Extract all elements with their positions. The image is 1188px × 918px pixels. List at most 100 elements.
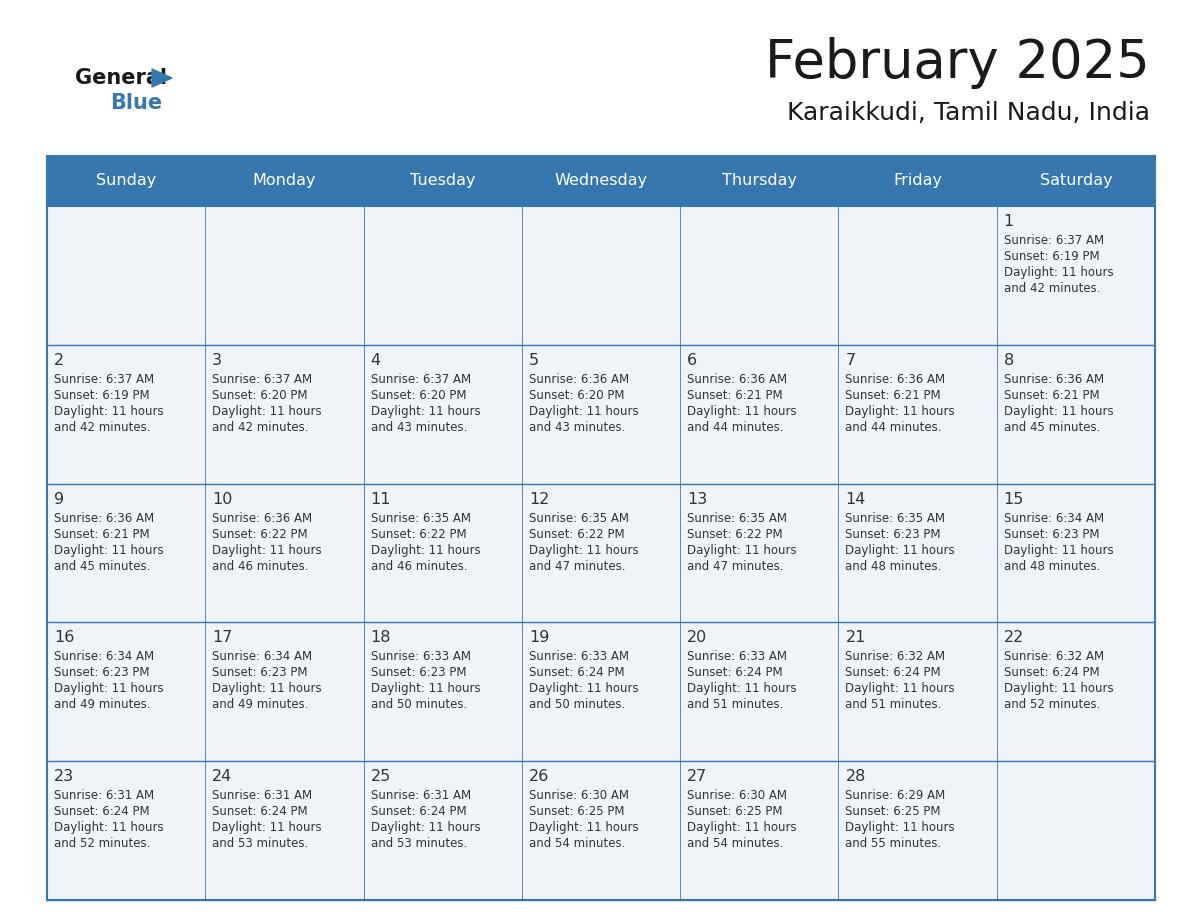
Text: Sunrise: 6:31 AM: Sunrise: 6:31 AM: [371, 789, 470, 802]
Bar: [839, 206, 997, 345]
Text: and 51 minutes.: and 51 minutes.: [846, 699, 942, 711]
Text: 17: 17: [213, 631, 233, 645]
Text: Karaikkudi, Tamil Nadu, India: Karaikkudi, Tamil Nadu, India: [786, 101, 1150, 125]
Bar: [48, 206, 206, 345]
Bar: [681, 484, 839, 622]
Text: and 51 minutes.: and 51 minutes.: [687, 699, 784, 711]
Text: 7: 7: [846, 353, 855, 368]
Text: Daylight: 11 hours: Daylight: 11 hours: [53, 543, 164, 556]
Bar: [839, 484, 997, 622]
Text: Daylight: 11 hours: Daylight: 11 hours: [371, 405, 480, 418]
Text: Daylight: 11 hours: Daylight: 11 hours: [529, 822, 638, 834]
Text: 14: 14: [846, 492, 866, 507]
Bar: [839, 345, 997, 484]
Text: Sunset: 6:24 PM: Sunset: 6:24 PM: [213, 805, 308, 818]
Bar: [48, 345, 206, 484]
Text: Daylight: 11 hours: Daylight: 11 hours: [687, 405, 797, 418]
Text: Sunrise: 6:31 AM: Sunrise: 6:31 AM: [53, 789, 154, 802]
Text: Sunrise: 6:37 AM: Sunrise: 6:37 AM: [213, 373, 312, 386]
Bar: [681, 156, 839, 206]
Text: Daylight: 11 hours: Daylight: 11 hours: [687, 543, 797, 556]
Text: 3: 3: [213, 353, 222, 368]
Text: Sunset: 6:23 PM: Sunset: 6:23 PM: [1004, 528, 1099, 541]
Bar: [206, 156, 364, 206]
Text: Thursday: Thursday: [722, 174, 797, 188]
Text: and 50 minutes.: and 50 minutes.: [371, 699, 467, 711]
Bar: [206, 206, 364, 345]
Text: Sunrise: 6:32 AM: Sunrise: 6:32 AM: [846, 650, 946, 664]
Text: and 46 minutes.: and 46 minutes.: [213, 560, 309, 573]
Text: Daylight: 11 hours: Daylight: 11 hours: [846, 405, 955, 418]
Text: and 52 minutes.: and 52 minutes.: [53, 837, 151, 850]
Text: Daylight: 11 hours: Daylight: 11 hours: [213, 822, 322, 834]
Text: Daylight: 11 hours: Daylight: 11 hours: [846, 543, 955, 556]
Bar: [522, 206, 681, 345]
Bar: [206, 345, 364, 484]
Text: 27: 27: [687, 769, 707, 784]
Text: Sunset: 6:20 PM: Sunset: 6:20 PM: [529, 389, 625, 402]
Text: Sunrise: 6:30 AM: Sunrise: 6:30 AM: [529, 789, 628, 802]
Bar: [48, 156, 206, 206]
Text: Sunset: 6:21 PM: Sunset: 6:21 PM: [687, 389, 783, 402]
Text: Sunrise: 6:36 AM: Sunrise: 6:36 AM: [1004, 373, 1104, 386]
Text: Sunset: 6:23 PM: Sunset: 6:23 PM: [371, 666, 466, 679]
Text: 8: 8: [1004, 353, 1015, 368]
Text: and 42 minutes.: and 42 minutes.: [213, 420, 309, 434]
Text: and 42 minutes.: and 42 minutes.: [1004, 282, 1100, 295]
Text: Daylight: 11 hours: Daylight: 11 hours: [213, 682, 322, 696]
Text: Daylight: 11 hours: Daylight: 11 hours: [213, 543, 322, 556]
Text: Sunset: 6:24 PM: Sunset: 6:24 PM: [53, 805, 150, 818]
Text: Sunrise: 6:37 AM: Sunrise: 6:37 AM: [371, 373, 470, 386]
Text: Friday: Friday: [893, 174, 942, 188]
Bar: [522, 345, 681, 484]
Text: and 48 minutes.: and 48 minutes.: [1004, 560, 1100, 573]
Text: Sunrise: 6:36 AM: Sunrise: 6:36 AM: [529, 373, 628, 386]
Text: and 44 minutes.: and 44 minutes.: [846, 420, 942, 434]
Text: and 42 minutes.: and 42 minutes.: [53, 420, 151, 434]
Text: Daylight: 11 hours: Daylight: 11 hours: [687, 822, 797, 834]
Text: and 43 minutes.: and 43 minutes.: [529, 420, 625, 434]
Text: and 47 minutes.: and 47 minutes.: [687, 560, 784, 573]
Text: 18: 18: [371, 631, 391, 645]
Text: Monday: Monday: [253, 174, 316, 188]
Text: Sunrise: 6:35 AM: Sunrise: 6:35 AM: [846, 511, 946, 524]
Text: Sunrise: 6:37 AM: Sunrise: 6:37 AM: [53, 373, 154, 386]
Text: Sunset: 6:19 PM: Sunset: 6:19 PM: [1004, 250, 1099, 263]
Text: Daylight: 11 hours: Daylight: 11 hours: [529, 405, 638, 418]
Text: and 49 minutes.: and 49 minutes.: [213, 699, 309, 711]
Bar: [839, 622, 997, 761]
Bar: [364, 622, 522, 761]
Text: Sunrise: 6:36 AM: Sunrise: 6:36 AM: [213, 511, 312, 524]
Text: Sunset: 6:20 PM: Sunset: 6:20 PM: [371, 389, 466, 402]
Text: Sunset: 6:24 PM: Sunset: 6:24 PM: [846, 666, 941, 679]
Text: 2: 2: [53, 353, 64, 368]
Bar: [522, 156, 681, 206]
Text: Daylight: 11 hours: Daylight: 11 hours: [371, 543, 480, 556]
Text: 1: 1: [1004, 214, 1015, 229]
Text: 6: 6: [687, 353, 697, 368]
Text: Sunrise: 6:34 AM: Sunrise: 6:34 AM: [53, 650, 154, 664]
Text: Sunset: 6:21 PM: Sunset: 6:21 PM: [53, 528, 150, 541]
Text: Daylight: 11 hours: Daylight: 11 hours: [529, 543, 638, 556]
Text: Sunrise: 6:32 AM: Sunrise: 6:32 AM: [1004, 650, 1104, 664]
Bar: [997, 206, 1155, 345]
Bar: [364, 345, 522, 484]
Text: and 44 minutes.: and 44 minutes.: [687, 420, 784, 434]
Text: Daylight: 11 hours: Daylight: 11 hours: [213, 405, 322, 418]
Text: and 46 minutes.: and 46 minutes.: [371, 560, 467, 573]
Text: Sunrise: 6:30 AM: Sunrise: 6:30 AM: [687, 789, 788, 802]
Text: and 48 minutes.: and 48 minutes.: [846, 560, 942, 573]
Text: Daylight: 11 hours: Daylight: 11 hours: [1004, 405, 1113, 418]
Text: and 49 minutes.: and 49 minutes.: [53, 699, 151, 711]
Bar: [206, 484, 364, 622]
Text: Sunrise: 6:36 AM: Sunrise: 6:36 AM: [53, 511, 154, 524]
Text: Daylight: 11 hours: Daylight: 11 hours: [687, 682, 797, 696]
Text: 22: 22: [1004, 631, 1024, 645]
Text: Sunset: 6:20 PM: Sunset: 6:20 PM: [213, 389, 308, 402]
Text: 26: 26: [529, 769, 549, 784]
Bar: [48, 761, 206, 900]
Text: Sunset: 6:23 PM: Sunset: 6:23 PM: [846, 528, 941, 541]
Text: Sunset: 6:24 PM: Sunset: 6:24 PM: [687, 666, 783, 679]
Text: and 55 minutes.: and 55 minutes.: [846, 837, 942, 850]
Text: 12: 12: [529, 492, 549, 507]
